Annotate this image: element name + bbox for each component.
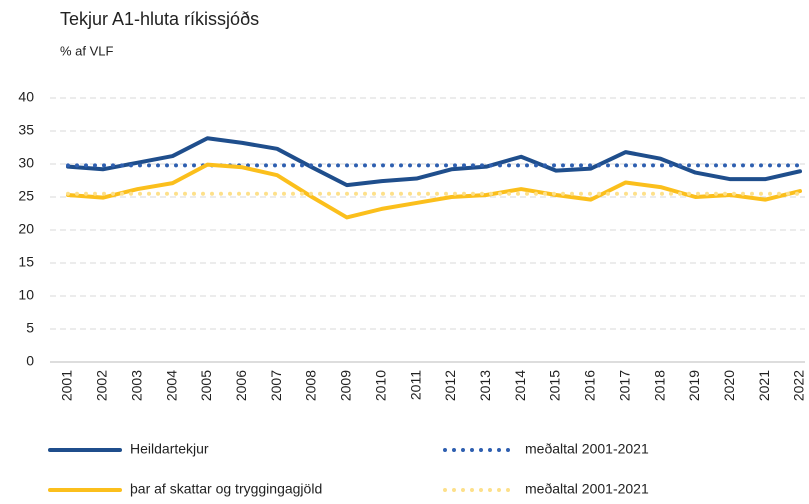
legend-label: Heildartekjur	[130, 441, 209, 457]
x-tick-label: 2022	[791, 370, 807, 401]
legend-label: meðaltal 2001-2021	[525, 481, 649, 497]
x-tick-label: 2021	[756, 370, 772, 401]
chart-subtitle: % af VLF	[60, 43, 114, 58]
y-tick-label: 10	[18, 287, 34, 303]
series-line	[66, 136, 802, 188]
x-tick-label: 2008	[303, 370, 319, 401]
y-tick-label: 40	[18, 89, 34, 105]
legend-label: þar af skattar og tryggingagjöld	[130, 481, 322, 497]
series-line	[66, 162, 802, 220]
x-tick-label: 2018	[651, 370, 667, 401]
y-tick-label: 35	[18, 122, 34, 138]
x-tick-label: 2007	[268, 370, 284, 401]
x-tick-label: 2006	[233, 370, 249, 401]
x-tick-label: 2016	[582, 370, 598, 401]
x-tick-label: 2003	[128, 370, 144, 401]
x-tick-label: 2010	[372, 370, 388, 401]
x-tick-label: 2005	[198, 370, 214, 401]
chart-title: Tekjur A1-hluta ríkissjóðs	[60, 9, 259, 29]
y-tick-label: 20	[18, 221, 34, 237]
x-tick-label: 2017	[616, 370, 632, 401]
y-tick-label: 5	[26, 320, 34, 336]
x-tick-label: 2002	[94, 370, 110, 401]
x-tick-label: 2019	[686, 370, 702, 401]
x-tick-label: 2012	[442, 370, 458, 401]
x-tick-label: 2001	[59, 370, 75, 401]
y-tick-label: 0	[26, 353, 34, 369]
x-tick-label: 2009	[338, 370, 354, 401]
x-tick-label: 2014	[512, 370, 528, 401]
legend-label: meðaltal 2001-2021	[525, 441, 649, 457]
x-tick-label: 2020	[721, 370, 737, 401]
x-tick-label: 2004	[163, 370, 179, 401]
x-tick-label: 2015	[547, 370, 563, 401]
y-tick-label: 15	[18, 254, 34, 270]
y-tick-label: 30	[18, 155, 34, 171]
x-tick-label: 2011	[407, 370, 423, 400]
y-tick-label: 25	[18, 188, 34, 204]
x-tick-label: 2013	[477, 370, 493, 401]
